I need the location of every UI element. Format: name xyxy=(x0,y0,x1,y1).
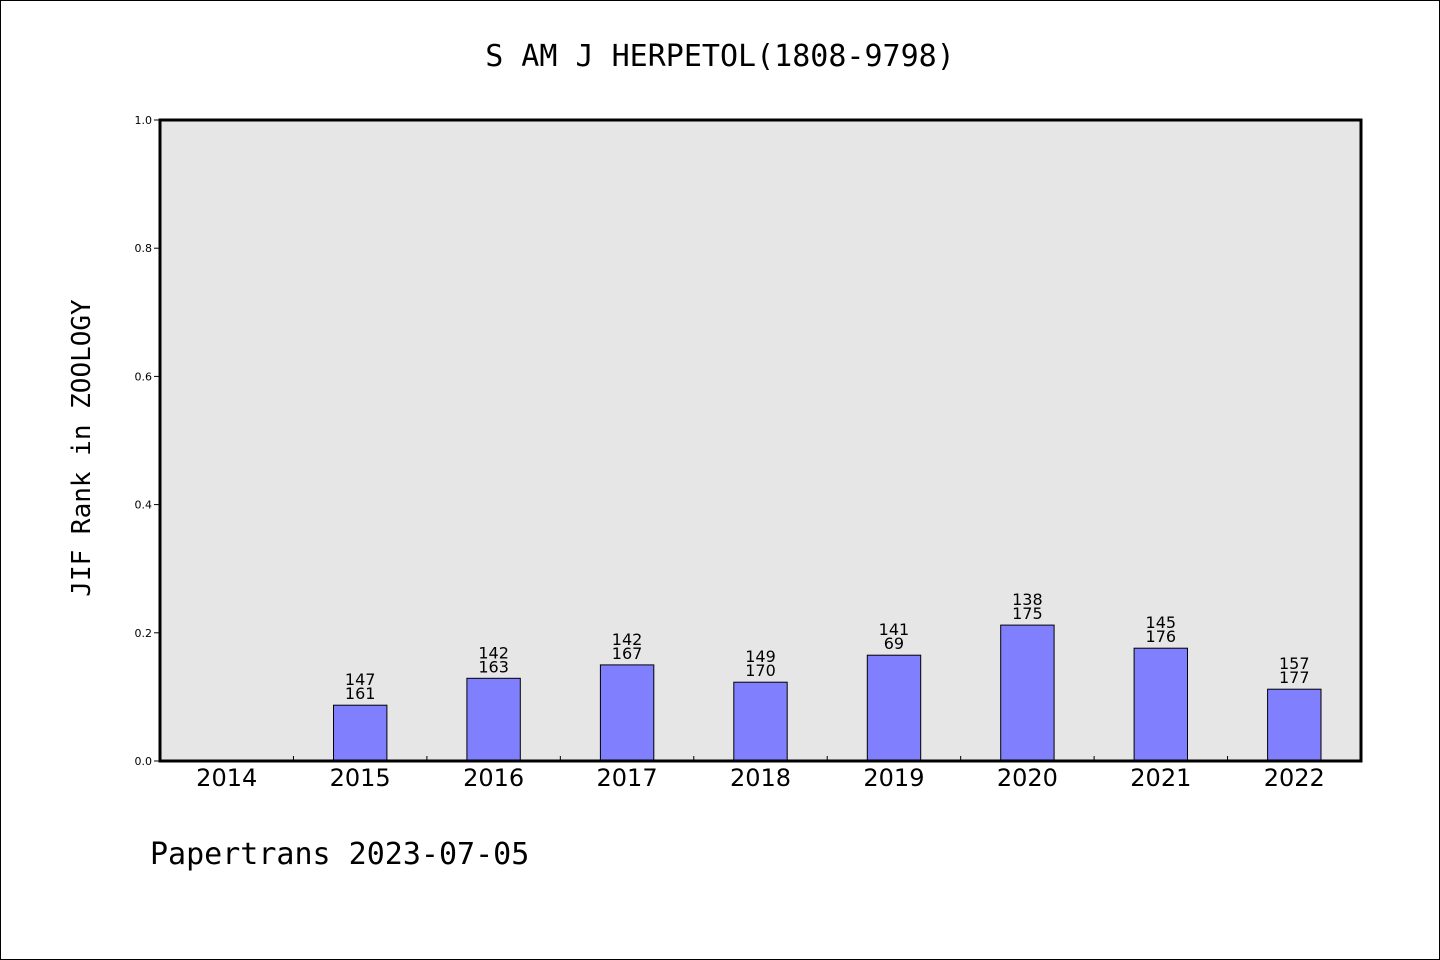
x-tick-label-2017: 2017 xyxy=(597,764,658,792)
bar-label-total-2021: 176 xyxy=(1146,627,1177,646)
footer-watermark: Papertrans 2023-07-05 xyxy=(150,837,529,872)
y-tick-label: 0.4 xyxy=(135,499,153,512)
bar-label-total-2018: 170 xyxy=(745,661,776,680)
y-axis-label: JIF Rank in ZOOLOGY xyxy=(67,299,97,597)
bar-label-total-2015: 161 xyxy=(345,684,376,703)
bar-label-total-2016: 163 xyxy=(478,657,509,676)
x-tick-label-2018: 2018 xyxy=(730,764,791,792)
bar-label-rank-2015: 147 xyxy=(345,670,376,689)
y-tick-label: 1.0 xyxy=(135,114,153,127)
bar-label-total-2022: 177 xyxy=(1279,668,1310,687)
x-tick-label-2015: 2015 xyxy=(330,764,391,792)
axes-layer: 2014 2015 2016 2017 2018 2019 2020 2021 2022 0.0 0… xyxy=(135,114,1363,792)
y-tick-label: 0.8 xyxy=(135,242,153,255)
bar-label-total-2020: 175 xyxy=(1012,604,1043,623)
bar-label-total-2017: 167 xyxy=(612,644,643,663)
x-tick-label-2022: 2022 xyxy=(1264,764,1325,792)
bar-2016 xyxy=(466,677,521,762)
y-tick-label: 0.6 xyxy=(135,370,153,383)
bar-2015 xyxy=(333,704,388,762)
y-tick-label: 0.2 xyxy=(135,627,153,640)
y-tick-label: 0.0 xyxy=(135,755,153,768)
x-tick-label-2020: 2020 xyxy=(997,764,1058,792)
bar-label-rank-2020: 138 xyxy=(1012,590,1043,609)
chart-title: S AM J HERPETOL(1808-9798) xyxy=(485,39,955,74)
x-tick-label-2021: 2021 xyxy=(1130,764,1191,792)
bar-2018 xyxy=(733,681,788,762)
bar-2020 xyxy=(1000,624,1055,762)
x-tick-label-2014: 2014 xyxy=(196,764,257,792)
bar-label-rank-2018: 149 xyxy=(745,647,776,666)
x-tick-label-2016: 2016 xyxy=(463,764,524,792)
bar-label-rank-2017: 142 xyxy=(612,630,643,649)
bar-2021 xyxy=(1133,647,1188,762)
x-tick-label-2019: 2019 xyxy=(863,764,924,792)
bar-label-rank-2016: 142 xyxy=(478,643,509,662)
plot-border xyxy=(158,118,1363,763)
bar-label-rank-2021: 145 xyxy=(1146,613,1177,632)
bar-label-total-2019: 69 xyxy=(884,634,904,653)
bar-label-rank-2022: 157 xyxy=(1279,654,1310,673)
bar-2017 xyxy=(599,664,655,762)
bar-2022 xyxy=(1267,688,1322,762)
bar-label-rank-2019: 141 xyxy=(879,620,910,639)
bar-2019 xyxy=(866,654,922,762)
